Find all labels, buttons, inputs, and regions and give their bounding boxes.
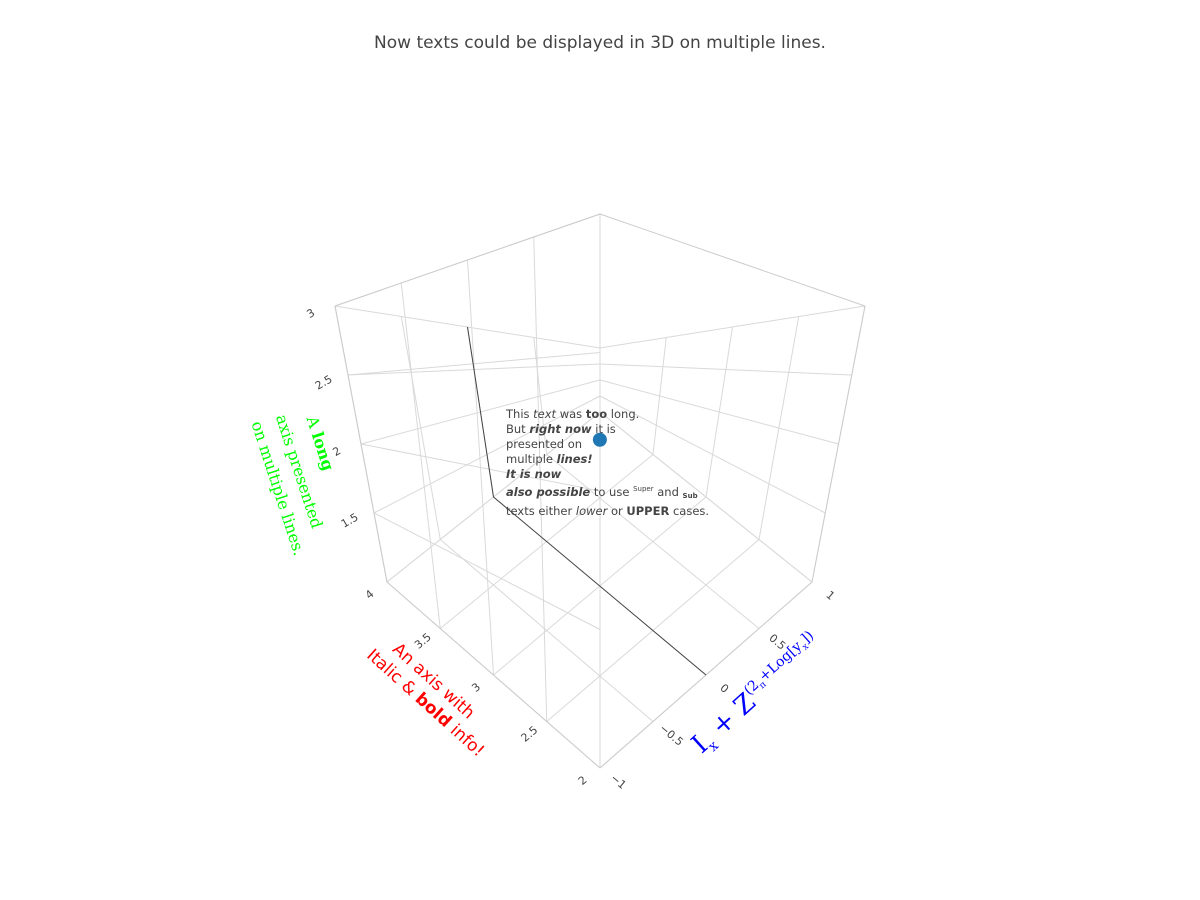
annotation-segment: Sub [682,492,698,500]
annotation-line: But right now it is [506,422,709,437]
left-wall-grid-vertical [533,236,548,722]
annotation-segment: it is [591,422,616,436]
annotation-segment: It is now [506,467,562,481]
z-tick-label: 2.5 [313,373,335,393]
annotation-segment: cases. [669,504,710,518]
annotation-segment: This [506,407,534,421]
annotation-segment: to use [590,485,634,499]
x-axis-title: Ix + Z(2π+Log[yx]) [685,628,829,762]
edge [599,213,866,307]
annotation-segment: was [556,407,586,421]
annotation-line: multiple lines! [506,452,709,467]
annotation-segment: But [506,422,530,436]
y-tick-label: 2 [576,773,590,787]
z-tick-label: 3 [304,306,317,321]
y-tick-label: 3.5 [412,631,434,652]
x-tick-label: −1 [608,771,629,791]
edge [811,305,866,583]
left-wall-grid-vertical [467,259,494,676]
annotation-segment: lower [575,504,608,518]
annotation-segment: text [533,407,557,421]
grid-lines [334,213,866,769]
annotation-segment: multiple [506,452,557,466]
yz-wall-grid-horizontal [599,363,852,376]
y-tick-label: 4 [363,587,377,601]
annotation-segment: right now [529,422,592,436]
x-zero-line [493,496,707,676]
yz-wall-grid-horizontal [599,395,826,514]
annotation-segment: Super [633,485,654,493]
annotation-line: This text was too long. [506,407,709,422]
annotation-line: presented on [506,437,709,452]
yz-wall-grid-horizontal [599,379,839,445]
edge [386,581,601,769]
annotation-segment: texts either [506,504,576,518]
x-tick-label: 0 [717,681,731,695]
x-tick-label: −0.5 [657,722,686,749]
annotation-segment: and [653,485,683,499]
edge [334,305,388,583]
data-point[interactable] [592,432,607,447]
annotation-segment: long. [607,407,640,421]
annotation-segment: lines! [556,452,593,466]
annotation-segment: presented on [506,437,583,451]
z-tick-label: 1.5 [339,511,361,531]
yz-wall-grid-horizontal [599,411,813,583]
y-tick-label: 3 [469,680,483,694]
x-tick-label: 1 [823,588,837,602]
annotation-line: also possible to use Super and Sub [506,482,709,504]
edge [334,213,601,307]
annotation-line: It is now [506,467,709,482]
left-wall-grid-vertical [400,282,441,629]
annotation-segment: or [607,504,627,518]
yz-wall-grid-horizontal [599,305,866,349]
annotation-line: texts either lower or UPPER cases. [506,504,709,519]
annotation-segment: also possible [506,485,591,499]
chart-title: Now texts could be displayed in 3D on mu… [374,33,826,53]
data-points[interactable] [592,432,607,447]
y-tick-label: 2.5 [519,724,541,745]
annotation-segment: UPPER [626,504,670,518]
x-zero-line-vertical [467,326,494,498]
annotation-segment: too [585,407,608,421]
text-annotation: This text was too long. But right now it … [506,407,709,519]
